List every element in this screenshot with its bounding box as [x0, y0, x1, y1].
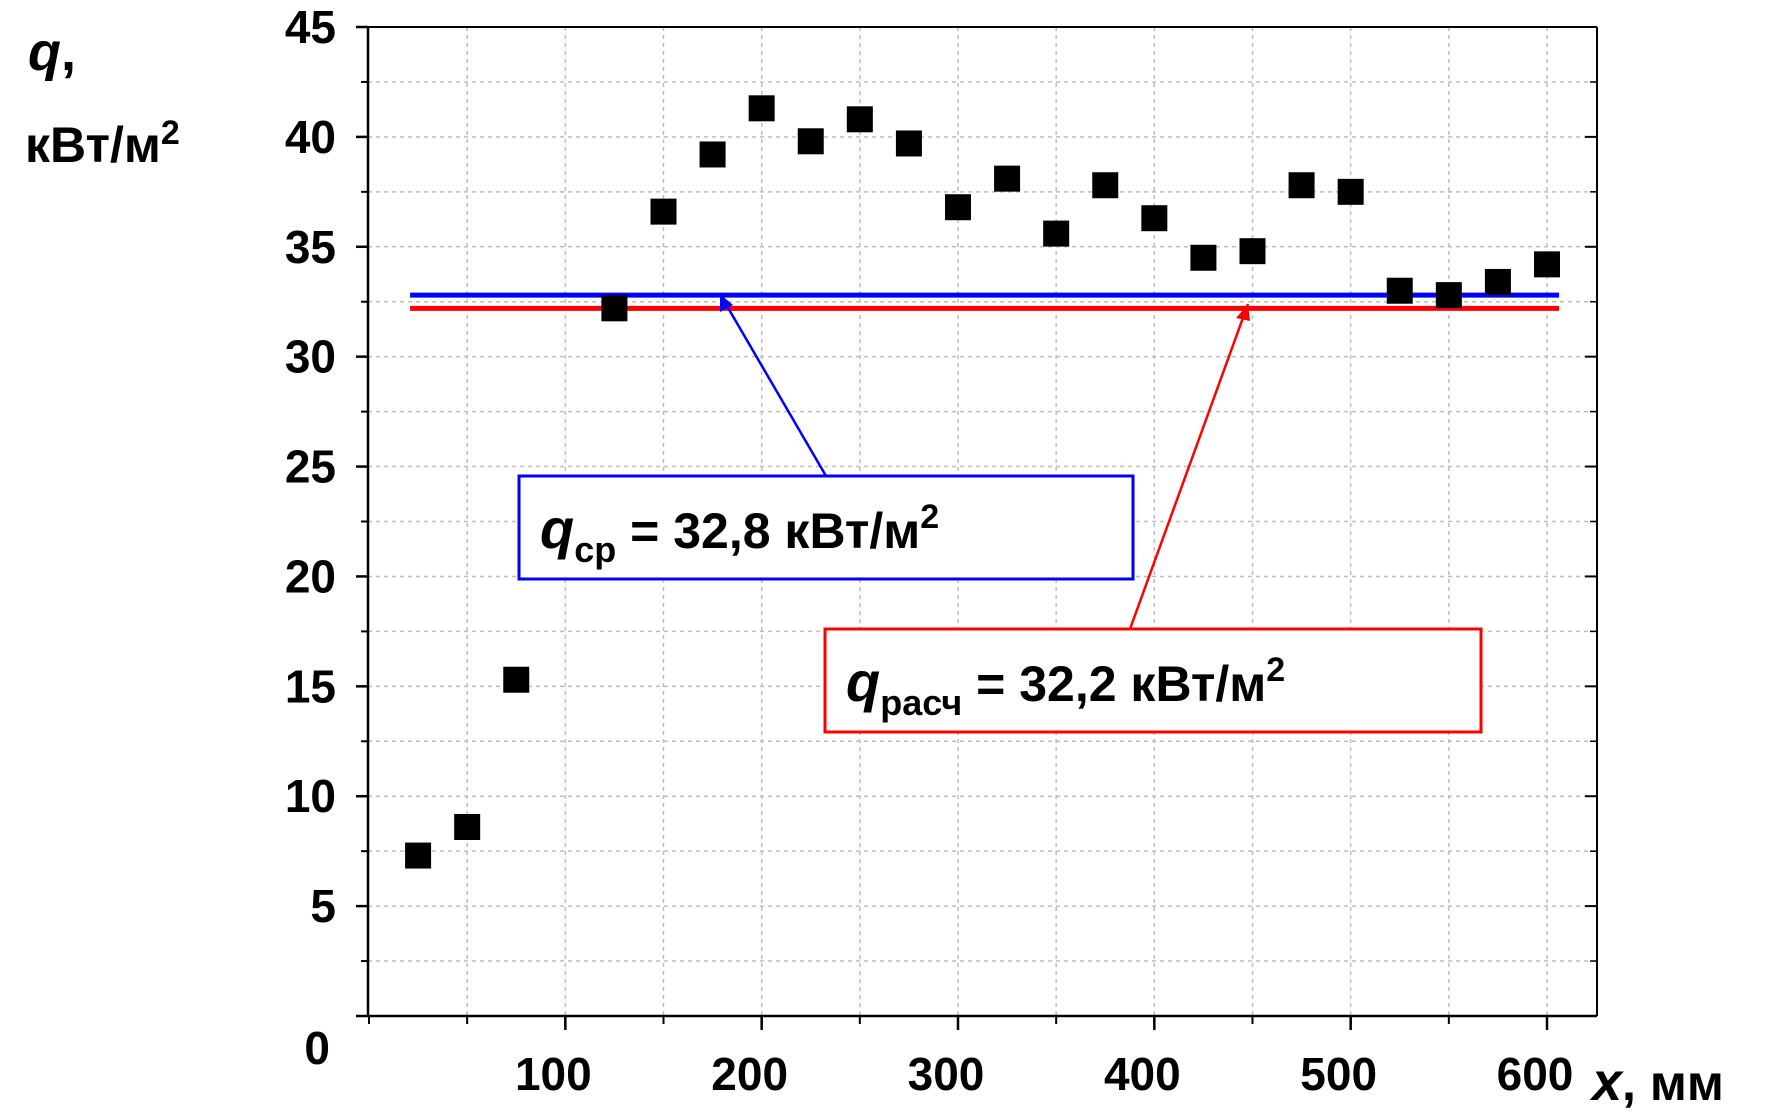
data-point — [454, 813, 481, 840]
data-point — [650, 198, 677, 225]
tick-labels: 0 5 10 15 20 25 30 35 40 45 100 200 300 400 500 600 — [285, 1, 1574, 1100]
annotation-q-avg-arrow-line — [718, 293, 828, 477]
x-tick-label: 100 — [515, 1048, 592, 1100]
annotation-q-calc-sub: расч — [880, 682, 962, 723]
annotation-q-calc-rest: = 32,2 кВт/м — [962, 656, 1266, 712]
annotation-q-avg-box — [517, 474, 1135, 581]
x-tick-label: 200 — [711, 1048, 788, 1100]
data-point — [1239, 238, 1266, 265]
y-tick-label: 35 — [285, 221, 336, 273]
y-tick-label: 15 — [285, 660, 336, 712]
data-point — [895, 130, 922, 157]
annotation-q-calc-exp: 2 — [1266, 651, 1285, 689]
y-tick-label: 5 — [310, 880, 336, 932]
data-point — [699, 141, 726, 168]
y-axis-unit-base: кВт/м — [25, 117, 161, 173]
data-markers — [405, 95, 1560, 869]
x-axis-unit: , мм — [1622, 1055, 1724, 1111]
data-point — [1337, 178, 1364, 205]
annotation-q-avg-sub: ср — [574, 529, 616, 570]
data-point — [1386, 277, 1413, 304]
data-point — [1141, 205, 1168, 232]
annotation-q-avg: qср = 32,8 кВт/м2 — [517, 293, 1135, 581]
annotation-q-calc-arrowhead — [1236, 304, 1250, 321]
x-tick-label: 400 — [1104, 1048, 1181, 1100]
y-tick-label: 20 — [285, 550, 336, 602]
data-point — [405, 842, 432, 869]
annotation-q-calc-box — [823, 627, 1483, 734]
data-point — [601, 295, 628, 322]
y-axis-symbol: q — [28, 22, 61, 82]
x-axis-label: x, мм — [1589, 1052, 1724, 1112]
data-point — [1288, 172, 1315, 199]
y-axis-unit-exp: 2 — [161, 114, 180, 152]
y-tick-label: 45 — [285, 1, 336, 53]
data-point — [797, 128, 824, 155]
y-tick-label: 40 — [285, 111, 336, 163]
axes — [356, 25, 1598, 1030]
x-tick-label: 600 — [1497, 1048, 1574, 1100]
annotation-q-avg-label: qср = 32,8 кВт/м2 — [540, 497, 939, 570]
annotation-q-calc: qрасч = 32,2 кВт/м2 — [823, 303, 1483, 734]
annotation-q-avg-arrowhead — [720, 294, 733, 312]
data-point — [1534, 251, 1560, 278]
data-point — [1092, 172, 1119, 199]
annotation-q-avg-rest: = 32,8 кВт/м — [616, 503, 920, 559]
annotation-q-calc-symbol: q — [846, 650, 880, 713]
x-tick-label: 300 — [908, 1048, 985, 1100]
x-axis-symbol: x — [1589, 1052, 1624, 1112]
y-axis-comma: , — [61, 22, 76, 82]
data-point — [1435, 282, 1462, 309]
x-tick-label: 500 — [1300, 1048, 1377, 1100]
data-point — [945, 194, 971, 221]
y-axis-label-symbol: q, — [28, 22, 76, 82]
data-point — [1043, 220, 1070, 247]
y-tick-label: 25 — [285, 441, 336, 493]
data-point — [748, 95, 775, 122]
annotation-q-avg-exp: 2 — [920, 498, 939, 536]
data-point — [846, 106, 873, 133]
y-tick-label: 10 — [285, 770, 336, 822]
y-tick-label: 0 — [304, 1022, 330, 1074]
data-point — [1190, 244, 1217, 271]
y-axis-label-unit: кВт/м2 — [25, 114, 180, 173]
annotation-q-calc-label: qрасч = 32,2 кВт/м2 — [846, 650, 1285, 723]
data-point — [994, 165, 1021, 192]
data-point — [1484, 268, 1511, 295]
annotation-q-avg-symbol: q — [540, 497, 574, 560]
data-point — [503, 666, 530, 693]
annotation-q-calc-arrow-line — [1128, 303, 1250, 630]
y-tick-label: 30 — [285, 331, 336, 383]
